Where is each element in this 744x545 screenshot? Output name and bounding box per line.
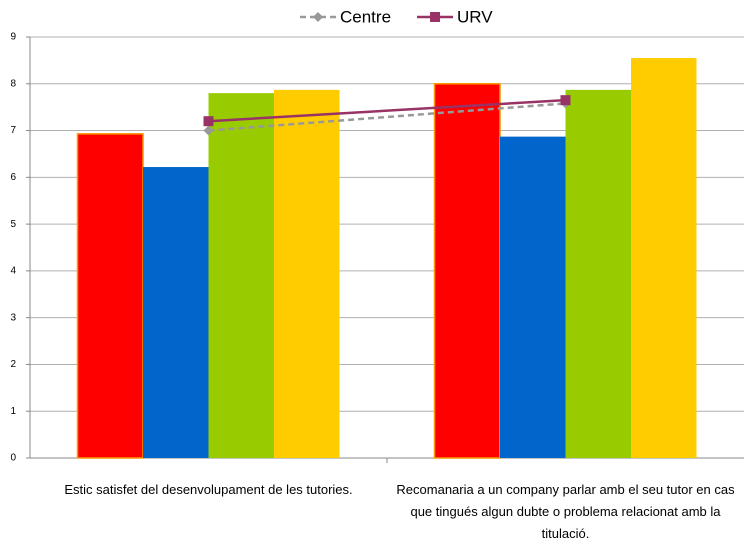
x-tick-label: Estic satisfet del desenvolupament de le… bbox=[64, 482, 353, 497]
bar bbox=[565, 89, 631, 458]
legend-label: URV bbox=[457, 7, 493, 26]
y-tick-label: 9 bbox=[10, 32, 16, 43]
y-tick-label: 3 bbox=[10, 312, 16, 323]
bar bbox=[208, 93, 274, 458]
y-tick-label: 2 bbox=[10, 359, 16, 370]
y-tick-label: 5 bbox=[10, 219, 16, 230]
y-tick-label: 0 bbox=[10, 453, 16, 464]
y-tick-label: 6 bbox=[10, 172, 16, 183]
bar bbox=[500, 136, 566, 459]
line-marker bbox=[203, 125, 214, 136]
y-tick-label: 7 bbox=[10, 125, 16, 136]
y-tick-label: 8 bbox=[10, 78, 16, 89]
bar bbox=[433, 83, 501, 459]
line bbox=[208, 98, 566, 123]
bar bbox=[76, 133, 144, 459]
bar bbox=[143, 167, 209, 458]
line-marker bbox=[560, 95, 571, 106]
legend-label: Centre bbox=[340, 7, 391, 26]
y-tick-label: 1 bbox=[10, 406, 16, 417]
bar bbox=[274, 89, 340, 458]
legend-marker bbox=[430, 12, 441, 22]
legend-marker bbox=[313, 12, 323, 22]
x-tick-label: Recomanaria a un company parlar amb el s… bbox=[396, 482, 735, 541]
line-marker bbox=[203, 116, 214, 127]
bar bbox=[631, 58, 697, 459]
y-tick-label: 4 bbox=[10, 266, 16, 277]
